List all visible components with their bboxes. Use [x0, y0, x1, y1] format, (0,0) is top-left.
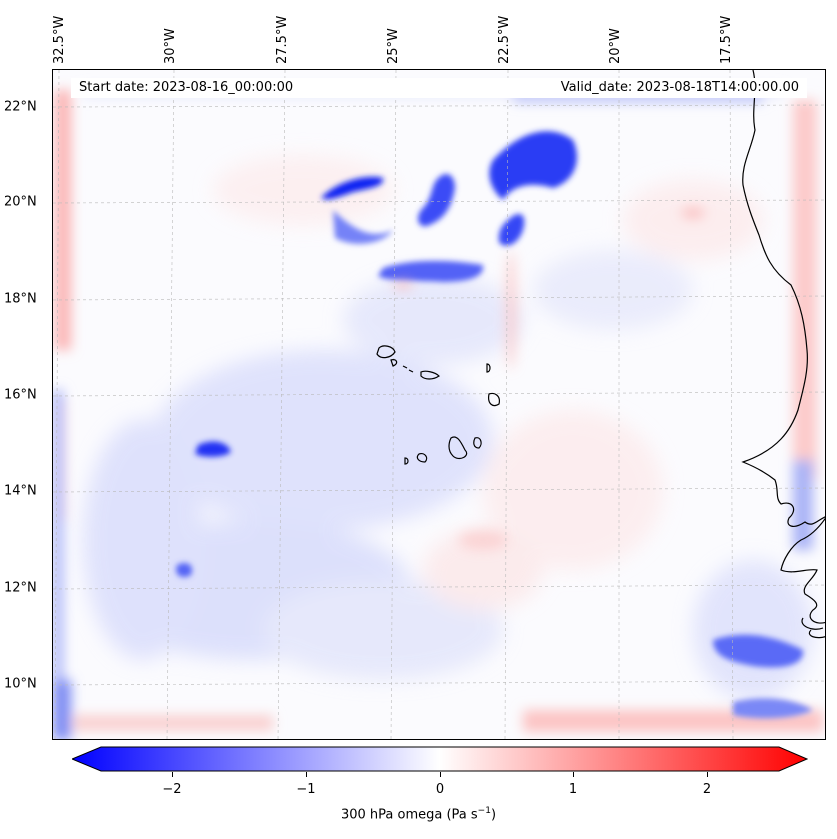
colorbar-tick-label: 1 [568, 782, 578, 797]
lat-label-20n: 20°N [4, 194, 37, 210]
lon-label-27-5w: 27.5°W [275, 15, 290, 64]
faint-anomalies [83, 155, 813, 700]
omega-colorbar [72, 746, 808, 772]
lon-label-30w: 30°W [163, 28, 178, 64]
africa-coastline [741, 70, 825, 639]
colorbar-tick-label: 2 [702, 782, 712, 797]
lon-label-25w: 25°W [386, 28, 401, 64]
colorbar-tickmark [306, 772, 307, 777]
lat-label-22n: 22°N [4, 99, 37, 115]
valid-date: Valid_date: 2023-08-18T14:00:00.00 [560, 80, 799, 95]
colorbar-tick-label: −2 [162, 782, 182, 797]
date-info-bar: Start date: 2023-08-16_00:00:00 Valid_da… [71, 78, 807, 98]
omega-map: Start date: 2023-08-16_00:00:00 Valid_da… [52, 69, 826, 740]
colorbar-body [72, 746, 808, 772]
descent-streaks [393, 208, 705, 550]
lat-label-18n: 18°N [4, 291, 37, 307]
strong-ascent [176, 131, 813, 719]
omega-field [53, 70, 825, 739]
colorbar-tickmark [573, 772, 574, 777]
coastlines [376, 70, 825, 639]
lon-label-22-5w: 22.5°W [497, 15, 512, 64]
gridlines [53, 70, 825, 739]
colorbar-tickmark [707, 772, 708, 777]
colorbar-label: 300 hPa omega (Pa s−1) [340, 806, 497, 823]
lon-label-20w: 20°W [608, 28, 623, 64]
colorbar-tick-label: 0 [435, 782, 445, 797]
colorbar-tickmark [172, 772, 173, 777]
lat-label-16n: 16°N [4, 387, 37, 403]
cape-verde-islands [376, 345, 500, 465]
lon-label-17-5w: 17.5°W [719, 15, 734, 64]
lon-label-32-5w: 32.5°W [52, 15, 67, 64]
colorbar-tick-label: −1 [296, 782, 316, 797]
lat-label-10n: 10°N [4, 676, 37, 692]
colorbar-tickmark [440, 772, 441, 777]
lat-label-14n: 14°N [4, 483, 37, 499]
start-date: Start date: 2023-08-16_00:00:00 [79, 80, 294, 95]
lat-label-12n: 12°N [4, 580, 37, 596]
